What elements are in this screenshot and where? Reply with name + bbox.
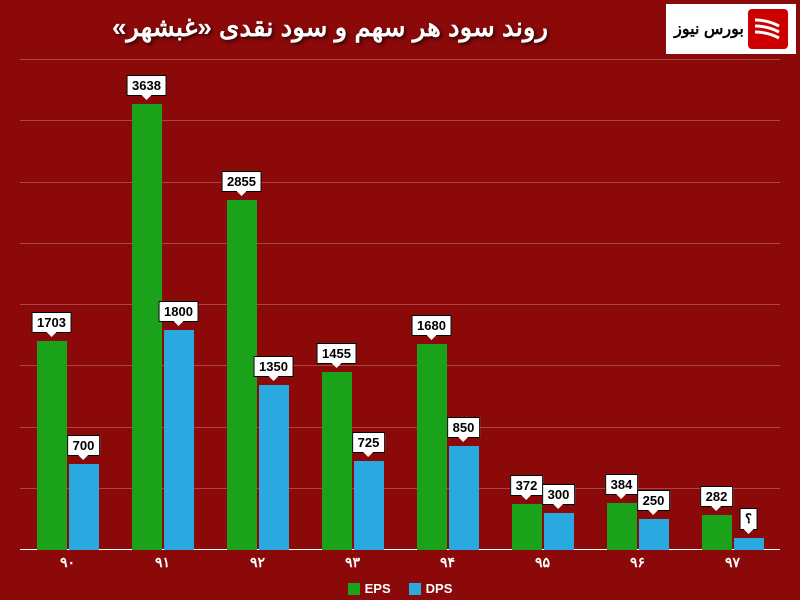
bar: 1455 bbox=[322, 372, 352, 550]
bar-group: 282؟۹۷ bbox=[687, 515, 779, 550]
x-axis-label: ۹۲ bbox=[212, 554, 304, 571]
x-axis-label: ۹۶ bbox=[592, 554, 684, 571]
legend-item: DPS bbox=[409, 581, 453, 596]
bar-value-label: 384 bbox=[605, 474, 639, 495]
bar-value-label: 372 bbox=[510, 475, 544, 496]
bar-value-label: 725 bbox=[352, 432, 386, 453]
x-axis-label: ۹۰ bbox=[22, 554, 114, 571]
bar: 2855 bbox=[227, 200, 257, 550]
bar-value-label: 3638 bbox=[126, 75, 167, 96]
x-axis-label: ۹۳ bbox=[307, 554, 399, 571]
bar-value-label: 1680 bbox=[411, 315, 452, 336]
bar-value-label: 1703 bbox=[31, 312, 72, 333]
bar-value-label: 1455 bbox=[316, 343, 357, 364]
bar: 1680 bbox=[417, 344, 447, 550]
logo: بورس نیوز bbox=[666, 4, 796, 54]
bar-group: 1703700۹۰ bbox=[22, 341, 114, 550]
x-axis-label: ۹۵ bbox=[497, 554, 589, 571]
legend-swatch bbox=[348, 583, 360, 595]
chart-title: روند سود هر سهم و سود نقدی «غبشهر» bbox=[0, 12, 660, 43]
bar-group: 1680850۹۴ bbox=[402, 344, 494, 550]
legend-label: DPS bbox=[426, 581, 453, 596]
chart-area: 1703700۹۰36381800۹۱28551350۹۲1455725۹۳16… bbox=[20, 60, 780, 550]
legend: EPS DPS bbox=[0, 581, 800, 596]
gridline bbox=[20, 59, 780, 60]
bar-value-label: 2855 bbox=[221, 171, 262, 192]
bar-group: 36381800۹۱ bbox=[117, 104, 209, 550]
bar: 250 bbox=[639, 519, 669, 550]
bar: 3638 bbox=[132, 104, 162, 550]
x-axis-label: ۹۷ bbox=[687, 554, 779, 571]
bar: 372 bbox=[512, 504, 542, 550]
bar-group: 372300۹۵ bbox=[497, 504, 589, 550]
bar-value-label: 850 bbox=[447, 417, 481, 438]
bar: 282 bbox=[702, 515, 732, 550]
bar: 1350 bbox=[259, 385, 289, 550]
bar-group: 28551350۹۲ bbox=[212, 200, 304, 550]
x-axis-label: ۹۴ bbox=[402, 554, 494, 571]
bar-value-label: 700 bbox=[67, 435, 101, 456]
bar-group: 384250۹۶ bbox=[592, 503, 684, 550]
logo-icon bbox=[748, 9, 788, 49]
bar: 384 bbox=[607, 503, 637, 550]
bar-value-label: 282 bbox=[700, 486, 734, 507]
bar-value-label: 1350 bbox=[253, 356, 294, 377]
bar: ؟ bbox=[734, 538, 764, 550]
bar-value-label: 1800 bbox=[158, 301, 199, 322]
bar: 700 bbox=[69, 464, 99, 550]
bar-value-label: ؟ bbox=[739, 508, 758, 530]
bar-group: 1455725۹۳ bbox=[307, 372, 399, 550]
x-axis-label: ۹۱ bbox=[117, 554, 209, 571]
bar-value-label: 250 bbox=[637, 490, 671, 511]
legend-item: EPS bbox=[348, 581, 391, 596]
bar: 850 bbox=[449, 446, 479, 550]
bar: 300 bbox=[544, 513, 574, 550]
logo-text: بورس نیوز bbox=[674, 19, 744, 39]
legend-label: EPS bbox=[365, 581, 391, 596]
bar: 1703 bbox=[37, 341, 67, 550]
bar: 1800 bbox=[164, 330, 194, 551]
legend-swatch bbox=[409, 583, 421, 595]
bar-value-label: 300 bbox=[542, 484, 576, 505]
bar: 725 bbox=[354, 461, 384, 550]
